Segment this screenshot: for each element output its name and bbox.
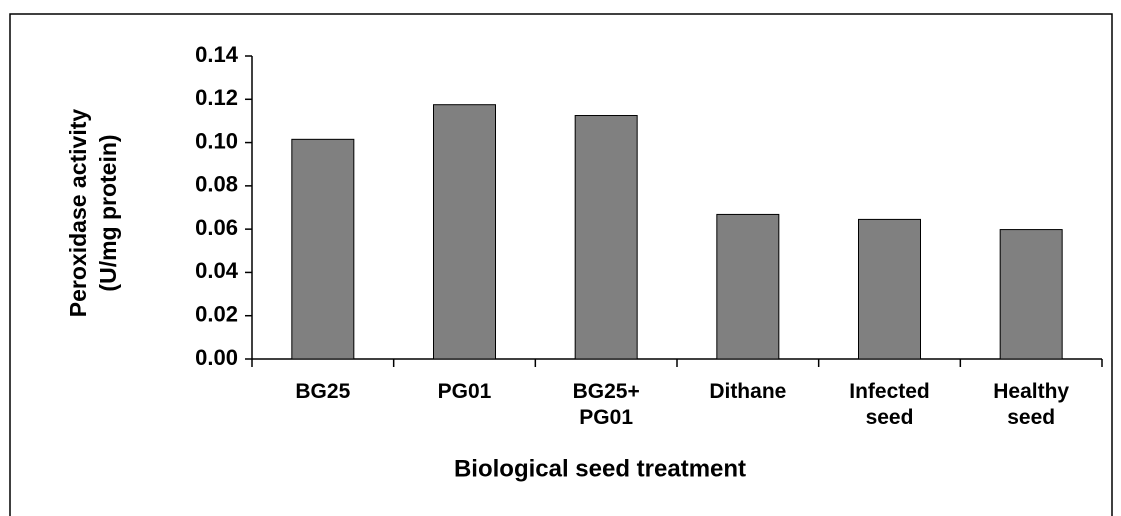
bar (999, 229, 1063, 360)
y-axis-title: Peroxidase activity (65, 109, 91, 318)
y-tick-label: 0.10 (195, 128, 238, 153)
bar (858, 218, 921, 360)
bar (716, 213, 780, 360)
y-tick-label: 0.00 (195, 345, 238, 370)
y-tick-label: 0.12 (195, 85, 238, 110)
x-tick-label: Healthy seed (993, 380, 1070, 429)
bar (291, 138, 355, 360)
y-tick-label: 0.08 (195, 172, 238, 197)
x-tick-label: BG25+ PG01 (572, 380, 640, 429)
frame (9, 13, 1113, 516)
y-tick-label: 0.02 (195, 302, 238, 327)
y-axis-title: (U/mg protein) (95, 134, 121, 291)
x-tick-label: PG01 (437, 380, 492, 403)
x-axis-title: Biological seed treatment (454, 455, 746, 482)
y-tick-label: 0.04 (195, 258, 239, 283)
bar (574, 115, 638, 360)
bar (433, 104, 496, 360)
x-tick-label: BG25 (295, 380, 351, 403)
x-tick-label: Dithane (709, 380, 787, 403)
y-tick-label: 0.06 (195, 215, 238, 240)
y-tick-label: 0.14 (195, 42, 239, 67)
x-tick-label: Infected seed (849, 380, 930, 429)
